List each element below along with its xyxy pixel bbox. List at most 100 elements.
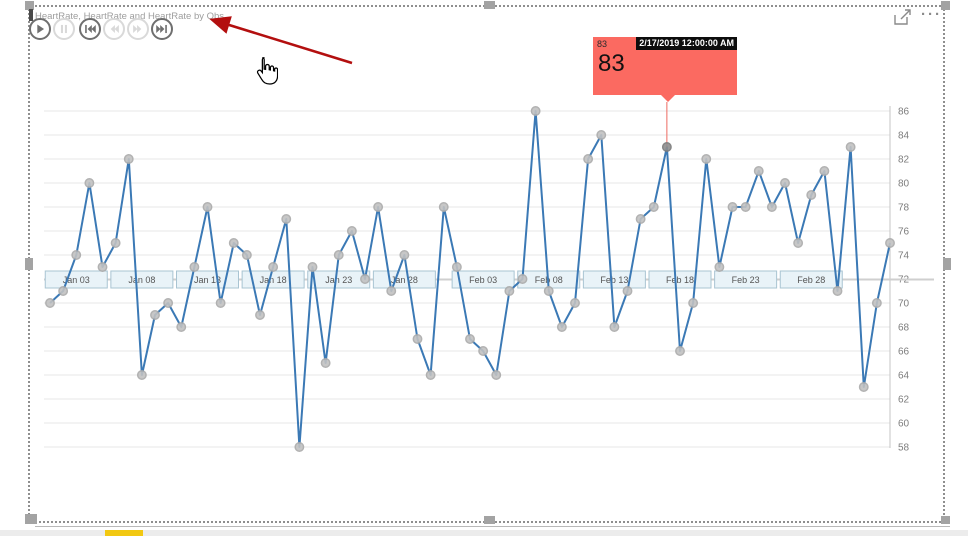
focus-mode-icon[interactable]: [893, 9, 913, 27]
data-point[interactable]: [465, 334, 475, 344]
y-axis-label: 62: [898, 395, 910, 406]
data-point[interactable]: [688, 298, 699, 308]
data-point[interactable]: [570, 298, 580, 308]
data-point[interactable]: [858, 382, 869, 392]
data-point[interactable]: [202, 202, 213, 212]
data-point[interactable]: [45, 298, 55, 308]
data-point[interactable]: [622, 286, 633, 296]
date-tick-box[interactable]: [779, 270, 843, 289]
data-point[interactable]: [845, 142, 856, 152]
data-point[interactable]: [504, 286, 515, 296]
data-point[interactable]: [491, 370, 502, 380]
y-axis-label: 64: [898, 371, 910, 382]
resize-handle-bottom-middle[interactable]: [484, 516, 495, 524]
pause-button[interactable]: [53, 18, 75, 40]
data-point[interactable]: [648, 202, 659, 212]
data-point[interactable]: [727, 202, 738, 212]
data-point[interactable]: [766, 202, 777, 212]
data-point[interactable]: [360, 274, 370, 284]
data-point[interactable]: [478, 346, 489, 356]
skip-to-start-button[interactable]: [79, 18, 101, 40]
date-tick-box[interactable]: [44, 270, 108, 289]
data-point[interactable]: [583, 154, 594, 164]
data-point[interactable]: [714, 262, 725, 272]
data-point[interactable]: [333, 250, 344, 260]
y-axis-label: 70: [898, 299, 910, 310]
data-point[interactable]: [268, 262, 279, 272]
data-point[interactable]: [189, 262, 200, 272]
play-button[interactable]: [29, 18, 51, 40]
data-point[interactable]: [543, 286, 554, 296]
data-point[interactable]: [596, 130, 607, 140]
resize-handle-bottom-left[interactable]: [25, 514, 37, 524]
data-point[interactable]: [740, 202, 751, 212]
data-point[interactable]: [307, 262, 318, 272]
data-point[interactable]: [228, 238, 239, 248]
resize-handle-bottom-right[interactable]: [941, 516, 950, 524]
more-options-icon[interactable]: ···: [921, 6, 942, 23]
date-tick-box[interactable]: [110, 270, 174, 289]
page-bottom-accent: [105, 530, 143, 536]
data-point[interactable]: [346, 226, 357, 236]
data-point[interactable]: [123, 154, 134, 164]
data-point[interactable]: [176, 322, 187, 332]
date-tick-box[interactable]: [451, 270, 515, 289]
data-point[interactable]: [215, 298, 226, 308]
data-point[interactable]: [84, 178, 95, 188]
data-point[interactable]: [556, 322, 567, 332]
data-point[interactable]: [701, 154, 712, 164]
data-point[interactable]: [793, 238, 804, 248]
title-marker: [29, 9, 33, 21]
data-point[interactable]: [399, 250, 410, 260]
data-point[interactable]: [806, 190, 817, 200]
data-point[interactable]: [871, 298, 882, 308]
resize-handle-middle-right[interactable]: [943, 258, 951, 270]
resize-handle-top-right[interactable]: [941, 1, 950, 10]
data-point[interactable]: [150, 310, 160, 320]
data-point[interactable]: [885, 238, 895, 248]
data-point[interactable]: [97, 262, 108, 272]
data-point[interactable]: [386, 286, 397, 296]
data-point[interactable]: [609, 322, 620, 332]
data-point[interactable]: [58, 286, 69, 296]
date-tick-label: Jan 03: [63, 275, 90, 285]
data-point[interactable]: [530, 106, 541, 116]
data-point[interactable]: [819, 166, 830, 176]
data-point[interactable]: [136, 370, 147, 380]
data-point[interactable]: [110, 238, 121, 248]
y-axis-label: 78: [898, 203, 910, 214]
data-point[interactable]: [753, 166, 764, 176]
data-point-selected[interactable]: [661, 142, 672, 152]
y-axis-label: 66: [898, 347, 910, 358]
resize-handle-top-middle[interactable]: [484, 1, 495, 9]
play-icon: [37, 24, 45, 34]
date-tick-label: Jan 08: [128, 275, 155, 285]
y-axis-label: 80: [898, 179, 910, 190]
step-forward-button[interactable]: [127, 18, 149, 40]
data-point[interactable]: [517, 274, 528, 284]
data-point[interactable]: [320, 358, 331, 368]
skip-to-end-button[interactable]: [151, 18, 173, 40]
y-axis-label: 74: [898, 251, 910, 262]
data-point[interactable]: [241, 250, 252, 260]
data-point[interactable]: [71, 250, 82, 260]
data-point[interactable]: [255, 310, 265, 320]
data-point[interactable]: [451, 262, 462, 272]
resize-handle-top-left[interactable]: [25, 1, 34, 10]
data-point[interactable]: [438, 202, 449, 212]
data-point[interactable]: [780, 178, 790, 188]
data-point[interactable]: [373, 202, 384, 212]
data-point[interactable]: [635, 214, 646, 224]
data-point[interactable]: [163, 298, 174, 308]
data-point[interactable]: [675, 346, 685, 356]
data-point[interactable]: [425, 370, 436, 380]
data-point[interactable]: [294, 442, 305, 452]
data-point[interactable]: [832, 286, 843, 296]
step-back-button[interactable]: [103, 18, 125, 40]
page-bottom-strip: [0, 530, 968, 536]
resize-handle-middle-left[interactable]: [25, 258, 33, 270]
date-tick-box[interactable]: [714, 270, 778, 289]
data-point[interactable]: [281, 214, 292, 224]
data-point[interactable]: [412, 334, 423, 344]
date-tick-label: Feb 13: [600, 275, 628, 285]
